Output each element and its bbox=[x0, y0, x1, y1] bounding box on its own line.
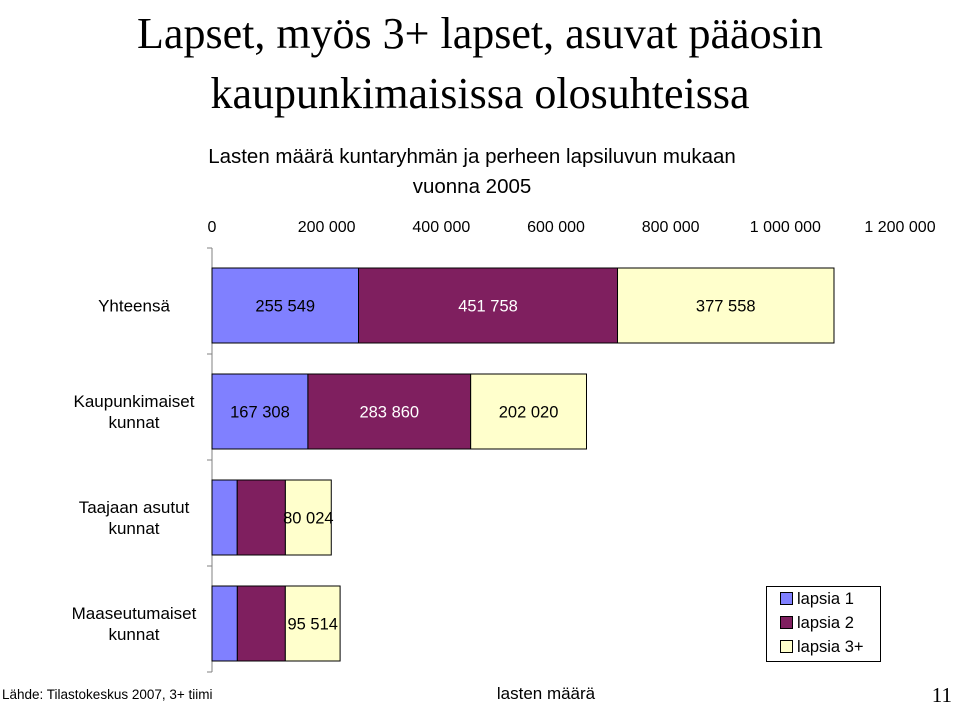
chart-title: Lasten määrä kuntaryhmän ja perheen laps… bbox=[0, 142, 944, 202]
category-label-yhteens: Yhteensä bbox=[98, 297, 170, 316]
x-tick-label: 1 200 000 bbox=[864, 219, 935, 236]
legend-swatch-lapsia-2 bbox=[780, 615, 793, 629]
legend-label-lapsia-1: lapsia 1 bbox=[797, 590, 854, 608]
x-tick-label: 600 000 bbox=[527, 219, 585, 236]
x-tick-label: 400 000 bbox=[412, 219, 470, 236]
bar-taajaan-asutut-kunnat-lapsia-1 bbox=[211, 479, 238, 556]
x-tick-label: 800 000 bbox=[642, 219, 700, 236]
data-label-yhteens-lapsia-1: 255 549 bbox=[255, 298, 315, 316]
data-label-taajaan-asutut-kunnat-lapsia-3: 80 024 bbox=[283, 510, 333, 528]
data-label-kaupunkimaiset-kunnat-lapsia-3: 202 020 bbox=[499, 404, 559, 422]
category-label-kaupunkimaiset-kunnat: Kaupunkimaiset kunnat bbox=[74, 392, 195, 432]
chart-title-line-1: Lasten määrä kuntaryhmän ja perheen laps… bbox=[208, 145, 736, 168]
chart-legend: lapsia 1 lapsia 2 lapsia 3+ bbox=[766, 586, 881, 662]
data-label-kaupunkimaiset-kunnat-lapsia-2: 283 860 bbox=[359, 404, 419, 422]
x-tick-label: 1 000 000 bbox=[750, 219, 821, 236]
bar-yhteens-lapsia-1 bbox=[211, 267, 360, 344]
bar-maaseutumaiset-kunnat-lapsia-1 bbox=[211, 585, 238, 662]
legend-item-lapsia-2: lapsia 2 bbox=[780, 614, 854, 636]
data-label-yhteens-lapsia-3: 377 558 bbox=[696, 298, 756, 316]
slide-title-line-1: Lapset, myös 3+ lapset, asuvat pääosin bbox=[137, 9, 823, 58]
legend-item-lapsia-3plus: lapsia 3+ bbox=[780, 638, 864, 660]
category-label-taajaan-asutut-kunnat: Taajaan asutut kunnat bbox=[79, 498, 190, 538]
data-label-maaseutumaiset-kunnat-lapsia-3: 95 514 bbox=[287, 616, 337, 634]
legend-label-lapsia-3plus: lapsia 3+ bbox=[797, 638, 864, 656]
bar-taajaan-asutut-kunnat-lapsia-2 bbox=[236, 479, 286, 556]
x-tick-label: 0 bbox=[208, 219, 217, 236]
legend-item-lapsia-1: lapsia 1 bbox=[780, 590, 854, 612]
bar-yhteens-lapsia-3 bbox=[617, 267, 835, 344]
page-number: 11 bbox=[931, 683, 952, 707]
slide-title-line-2: kaupunkimaisissa olosuhteissa bbox=[210, 69, 750, 118]
data-label-yhteens-lapsia-2: 451 758 bbox=[458, 298, 518, 316]
legend-swatch-lapsia-1 bbox=[780, 591, 793, 605]
bar-kaupunkimaiset-kunnat-lapsia-2 bbox=[307, 373, 472, 450]
bar-maaseutumaiset-kunnat-lapsia-2 bbox=[236, 585, 286, 662]
bar-kaupunkimaiset-kunnat-lapsia-3 bbox=[470, 373, 587, 450]
bar-kaupunkimaiset-kunnat-lapsia-1 bbox=[211, 373, 309, 450]
bar-maaseutumaiset-kunnat-lapsia-3 bbox=[284, 585, 341, 662]
legend-swatch-lapsia-3plus bbox=[780, 639, 793, 653]
chart-title-line-2: vuonna 2005 bbox=[412, 175, 532, 198]
legend-label-lapsia-2: lapsia 2 bbox=[797, 614, 854, 632]
bar-taajaan-asutut-kunnat-lapsia-3 bbox=[284, 479, 332, 556]
slide-title: Lapset, myös 3+ lapset, asuvat pääosin k… bbox=[0, 4, 960, 124]
data-label-kaupunkimaiset-kunnat-lapsia-1: 167 308 bbox=[230, 404, 290, 422]
source-note: Lähde: Tilastokeskus 2007, 3+ tiimi bbox=[2, 687, 213, 702]
x-axis-label: lasten määrä bbox=[496, 684, 596, 703]
category-label-maaseutumaiset-kunnat: Maaseutumaiset kunnat bbox=[72, 604, 197, 644]
x-tick-label: 200 000 bbox=[298, 219, 356, 236]
